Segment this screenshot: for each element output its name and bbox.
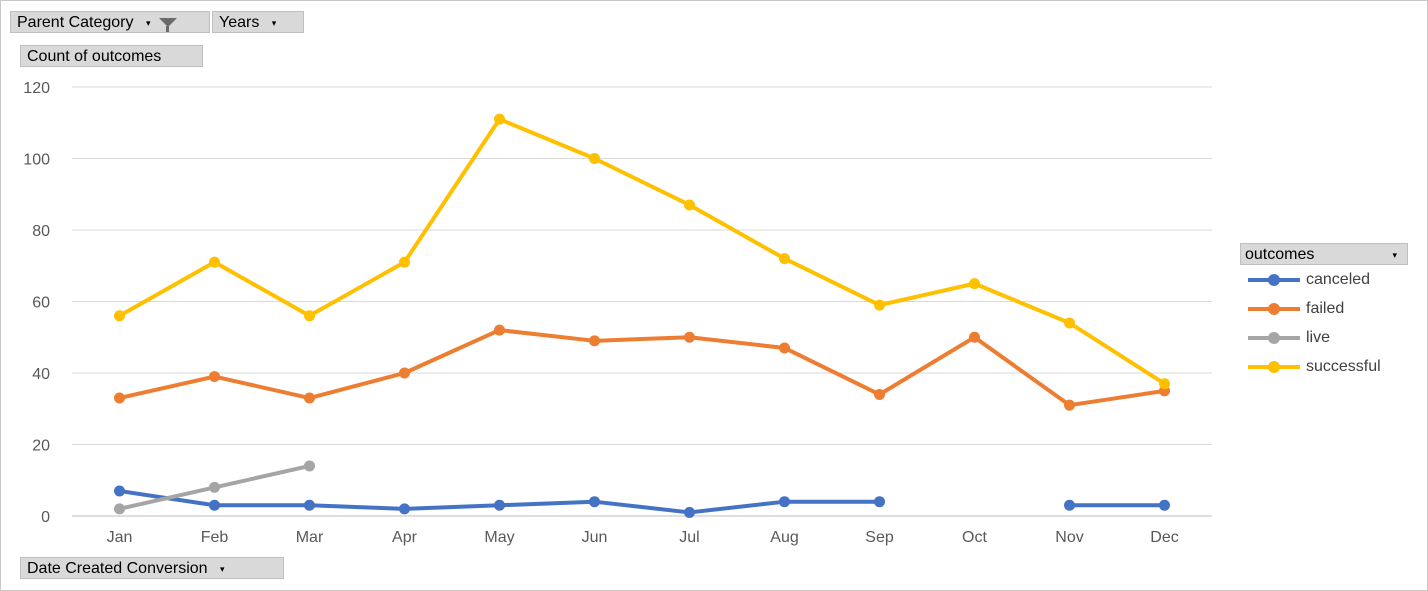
- y-tick-label-80: 80: [32, 223, 50, 240]
- y-tick-label-40: 40: [32, 366, 50, 383]
- data-point-failed-aug: [779, 342, 790, 354]
- data-point-failed-jun: [589, 335, 600, 347]
- data-point-successful-nov: [1064, 317, 1075, 329]
- data-point-failed-may: [494, 324, 505, 336]
- years-label: Years: [219, 14, 260, 32]
- y-tick-label-60: 60: [32, 295, 50, 312]
- axis-field-label: Date Created Conversion: [27, 560, 208, 578]
- data-point-successful-jun: [589, 153, 600, 164]
- dropdown-caret-icon: ▾: [145, 18, 151, 28]
- filter-funnel-stem: [165, 26, 169, 32]
- data-point-canceled-sep: [874, 496, 885, 508]
- dropdown-caret-icon: ▾: [271, 18, 277, 28]
- x-tick-label-jan: Jan: [107, 529, 133, 546]
- x-tick-label-mar: Mar: [296, 529, 324, 546]
- series-line-failed: [117, 328, 1167, 408]
- legend-swatch-successful: [1248, 360, 1300, 374]
- y-tick-label-0: 0: [41, 509, 50, 526]
- data-point-successful-dec: [1159, 378, 1170, 390]
- data-point-canceled-dec: [1159, 499, 1170, 511]
- x-tick-label-aug: Aug: [770, 529, 798, 546]
- data-point-failed-feb: [209, 371, 220, 383]
- data-point-successful-apr: [399, 256, 410, 268]
- data-point-canceled-mar: [304, 499, 315, 511]
- data-point-failed-sep: [874, 388, 885, 400]
- data-point-successful-feb: [209, 256, 220, 268]
- data-point-canceled-apr: [399, 503, 410, 515]
- data-point-failed-nov: [1064, 399, 1075, 411]
- legend-label-successful: successful: [1306, 357, 1381, 375]
- legend-filter-button[interactable]: outcomes ▾: [1240, 243, 1408, 265]
- x-tick-label-apr: Apr: [392, 529, 418, 546]
- legend-swatch-failed: [1248, 302, 1300, 316]
- data-point-live-jan: [114, 503, 125, 515]
- x-tick-label-dec: Dec: [1150, 529, 1178, 546]
- data-point-canceled-jan: [114, 485, 125, 497]
- x-tick-label-sep: Sep: [865, 529, 894, 546]
- years-filter-button[interactable]: Years ▾: [212, 11, 304, 33]
- data-point-canceled-jun: [589, 496, 600, 508]
- x-tick-label-jul: Jul: [679, 529, 699, 546]
- series-line-successful: [117, 117, 1167, 386]
- legend-label-failed: failed: [1306, 299, 1345, 317]
- data-point-live-feb: [209, 481, 220, 493]
- x-tick-label-oct: Oct: [962, 529, 987, 546]
- y-tick-label-120: 120: [23, 80, 50, 97]
- data-point-canceled-aug: [779, 496, 790, 508]
- data-point-canceled-jul: [684, 506, 695, 518]
- data-point-successful-may: [494, 113, 505, 125]
- data-point-failed-apr: [399, 367, 410, 379]
- legend-item-live: live: [1240, 323, 1408, 352]
- dropdown-caret-icon: ▾: [1392, 250, 1397, 260]
- data-point-failed-jan: [114, 392, 125, 404]
- data-point-live-mar: [304, 460, 315, 472]
- legend-title: outcomes: [1245, 246, 1315, 263]
- value-field-button[interactable]: Count of outcomes: [20, 45, 203, 67]
- x-tick-label-may: May: [484, 529, 514, 546]
- value-field-label: Count of outcomes: [27, 48, 162, 65]
- x-tick-label-nov: Nov: [1055, 529, 1083, 546]
- dropdown-caret-icon: ▾: [220, 564, 225, 574]
- legend-label-live: live: [1306, 328, 1331, 346]
- legend: outcomes ▾ canceled failed live successf…: [1240, 243, 1408, 381]
- data-point-failed-mar: [304, 392, 315, 404]
- data-point-canceled-feb: [209, 499, 220, 511]
- x-tick-label-jun: Jun: [582, 529, 608, 546]
- data-point-failed-oct: [969, 331, 980, 343]
- legend-swatch-live: [1248, 331, 1300, 345]
- x-tick-label-feb: Feb: [201, 529, 229, 546]
- data-point-successful-aug: [779, 253, 790, 265]
- data-point-canceled-may: [494, 499, 505, 511]
- parent-category-label: Parent Category: [17, 14, 134, 32]
- axis-field-button[interactable]: Date Created Conversion ▾: [20, 557, 284, 579]
- legend-label-canceled: canceled: [1306, 270, 1371, 288]
- legend-swatch-canceled: [1248, 273, 1300, 287]
- data-point-failed-jul: [684, 331, 695, 343]
- data-point-successful-sep: [874, 299, 885, 311]
- data-point-canceled-nov: [1064, 499, 1075, 511]
- legend-item-failed: failed: [1240, 294, 1408, 323]
- data-point-successful-jul: [684, 199, 695, 211]
- y-tick-label-20: 20: [32, 438, 50, 455]
- legend-item-canceled: canceled: [1240, 265, 1384, 294]
- data-point-successful-jan: [114, 310, 125, 322]
- parent-category-filter-button[interactable]: Parent Category ▾: [10, 11, 210, 33]
- y-tick-label-100: 100: [23, 152, 50, 169]
- legend-item-successful: successful: [1240, 352, 1408, 381]
- filter-funnel-icon: [158, 17, 177, 27]
- data-point-successful-mar: [304, 310, 315, 322]
- data-point-successful-oct: [969, 278, 980, 290]
